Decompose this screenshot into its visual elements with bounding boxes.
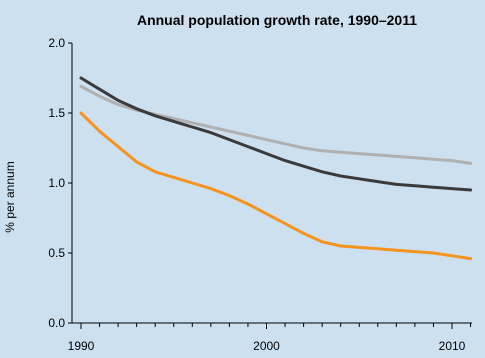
chart-title: Annual population growth rate, 1990–2011	[137, 12, 417, 28]
x-axis-ticks: 1990 2000 2010	[68, 323, 472, 353]
y-tick-label: 1.5	[48, 106, 65, 120]
y-tick-label: 0.5	[48, 246, 65, 260]
series-lines	[79, 76, 473, 261]
y-tick-label: 0.0	[48, 316, 65, 330]
axes	[71, 43, 472, 324]
series-line-3	[79, 111, 473, 261]
x-tick-label: 2010	[439, 339, 466, 353]
x-tick-label: 1990	[68, 339, 95, 353]
y-axis-label: % per annum	[3, 161, 17, 232]
y-tick-label: 2.0	[48, 36, 65, 50]
series-line-1	[79, 84, 473, 165]
y-axis-ticks: 0.0 0.5 1.0 1.5 2.0	[48, 36, 72, 330]
series-line-2	[79, 76, 473, 192]
x-tick-label: 2000	[253, 339, 280, 353]
y-tick-label: 1.0	[48, 176, 65, 190]
